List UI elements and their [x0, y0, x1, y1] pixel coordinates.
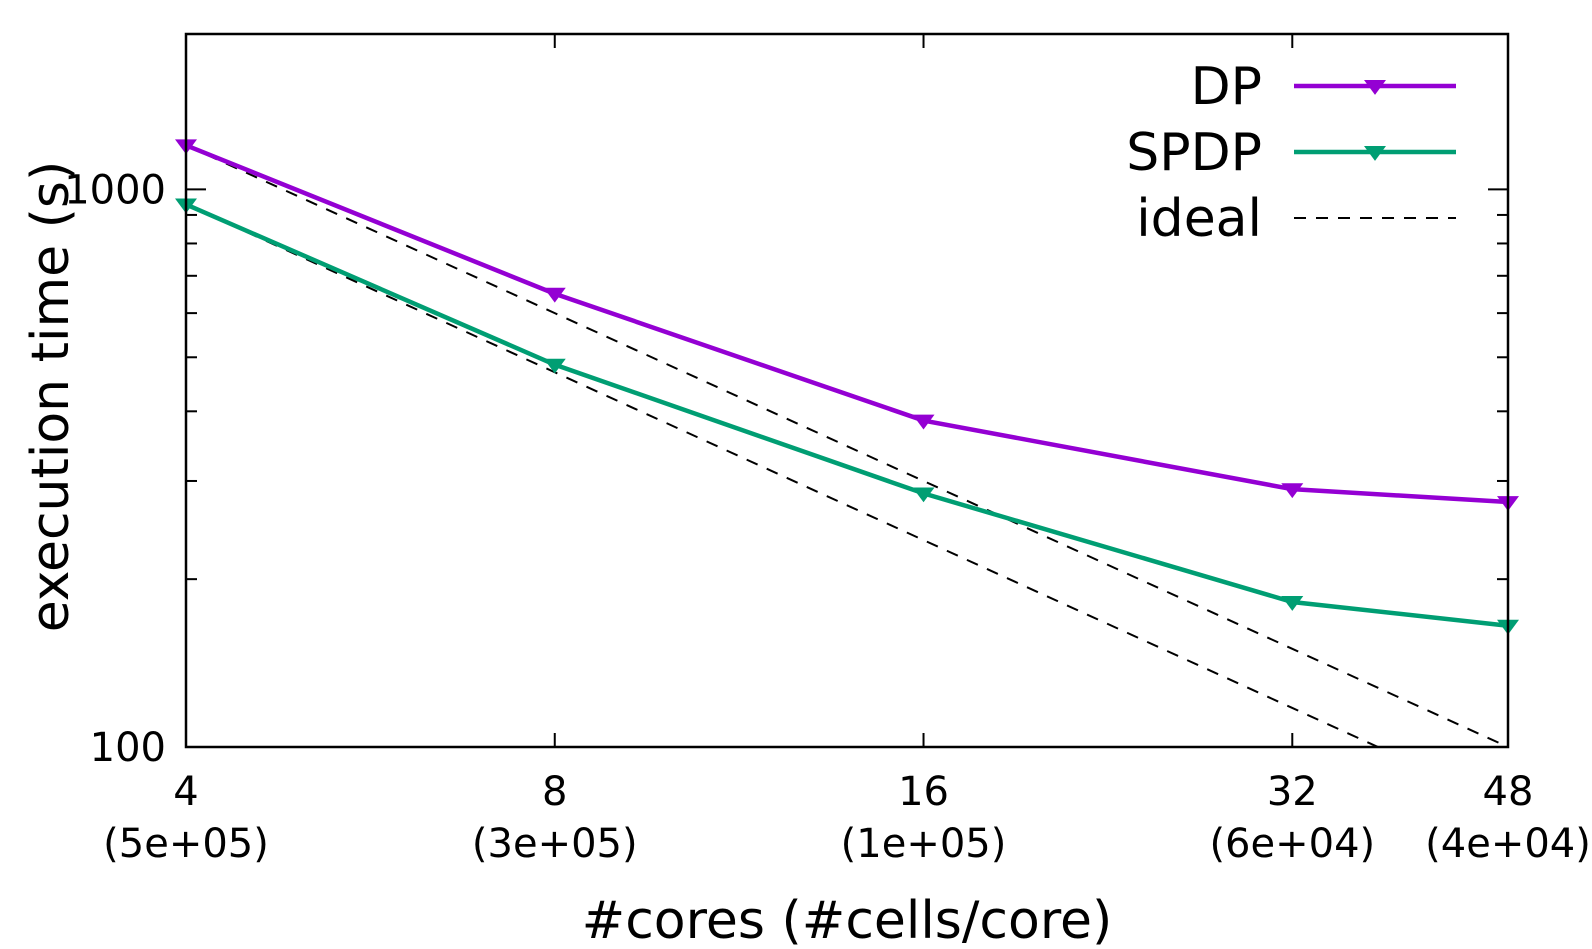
- data-point-dp: [543, 287, 566, 303]
- x-tick-label: 48: [1483, 769, 1534, 815]
- legend-marker-dp: [1364, 80, 1386, 95]
- plot-frame: [184, 32, 1510, 749]
- series-line-ideal-spdp-: [186, 203, 1381, 747]
- x-tick-sublabel: (1e+05): [841, 821, 1007, 867]
- y-tick-label: 100: [90, 725, 166, 771]
- legend-marker-spdp: [1364, 146, 1386, 161]
- tick-marks: [185, 34, 1509, 748]
- y-tick-label: 1000: [64, 167, 166, 213]
- series-layer: [175, 139, 1519, 747]
- x-tick-label: 8: [542, 769, 567, 815]
- series-line-spdp: [185, 202, 1509, 628]
- data-point-spdp: [1281, 596, 1304, 611]
- x-tick-sublabel: (5e+05): [103, 821, 269, 867]
- y-axis-title: execution time (s): [21, 161, 81, 633]
- data-point-dp: [912, 414, 935, 430]
- data-point-spdp: [912, 487, 935, 503]
- data-point-dp: [1281, 483, 1304, 499]
- y-tick-labels: 100 1000: [64, 167, 166, 771]
- x-axis-title: #cores (#cells/core): [582, 891, 1113, 949]
- x-tick-labels: 4 (5e+05) 8 (3e+05) 16 (1e+05) 32 (6e+04) 48 (4e+…: [103, 769, 1591, 867]
- x-tick-sublabel: (4e+04): [1425, 821, 1591, 867]
- x-tick-label: 4: [173, 769, 198, 815]
- legend-label-ideal: ideal: [1136, 189, 1262, 249]
- x-tick-sublabel: (3e+05): [472, 821, 638, 867]
- series-line-dp: [185, 143, 1509, 505]
- legend-label-spdp: SPDP: [1126, 123, 1262, 183]
- data-point-spdp: [543, 358, 566, 374]
- legend-label-dp: DP: [1191, 57, 1262, 117]
- series-line-ideal: [186, 144, 1508, 747]
- x-tick-sublabel: (6e+04): [1209, 821, 1375, 867]
- x-tick-label: 32: [1267, 769, 1318, 815]
- x-tick-label: 16: [898, 769, 949, 815]
